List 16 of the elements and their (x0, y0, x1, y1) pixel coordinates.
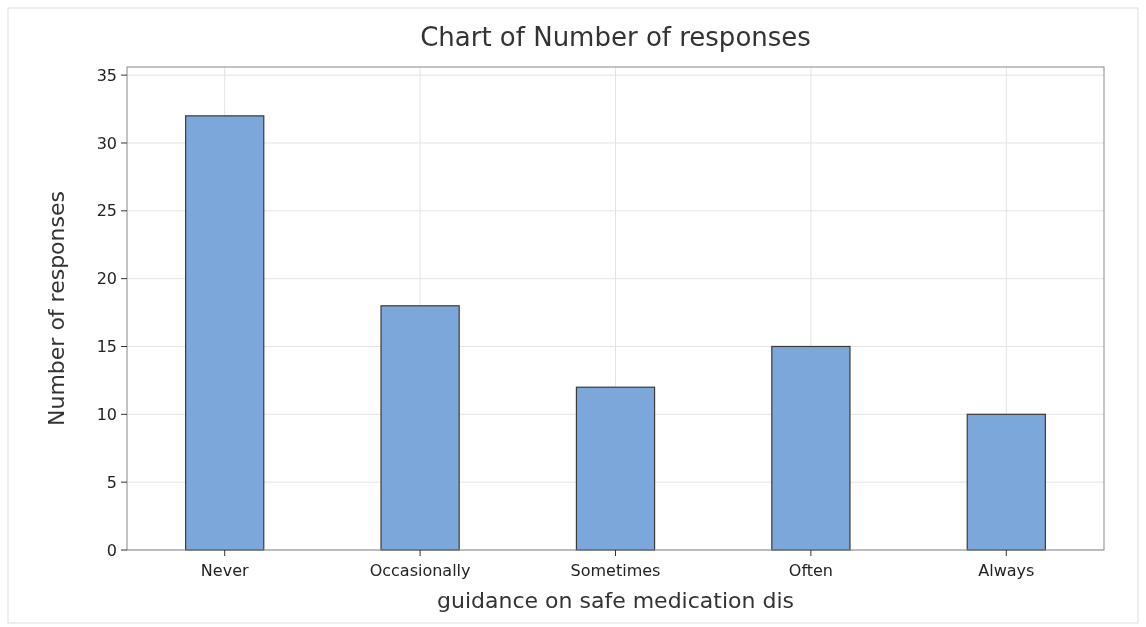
y-tick-label: 20 (96, 269, 117, 289)
y-tick-label: 15 (96, 337, 117, 357)
x-tick-label: Always (978, 561, 1035, 580)
x-tick-label: Often (788, 561, 833, 580)
y-tick-label: 30 (96, 133, 117, 153)
y-tick-label: 0 (106, 540, 117, 560)
chart-title: Chart of Number of responses (420, 22, 811, 52)
x-tick-label: Never (200, 561, 249, 580)
y-tick-label: 25 (96, 201, 117, 221)
y-axis-title: Number of responses (44, 191, 69, 426)
y-tick-label: 35 (96, 65, 117, 85)
x-axis-title: guidance on safe medication dis (437, 588, 794, 613)
y-tick-label: 5 (106, 472, 117, 492)
x-tick-label: Sometimes (570, 561, 661, 580)
y-tick-label: 10 (96, 404, 117, 424)
x-tick-label: Occasionally (369, 561, 471, 580)
